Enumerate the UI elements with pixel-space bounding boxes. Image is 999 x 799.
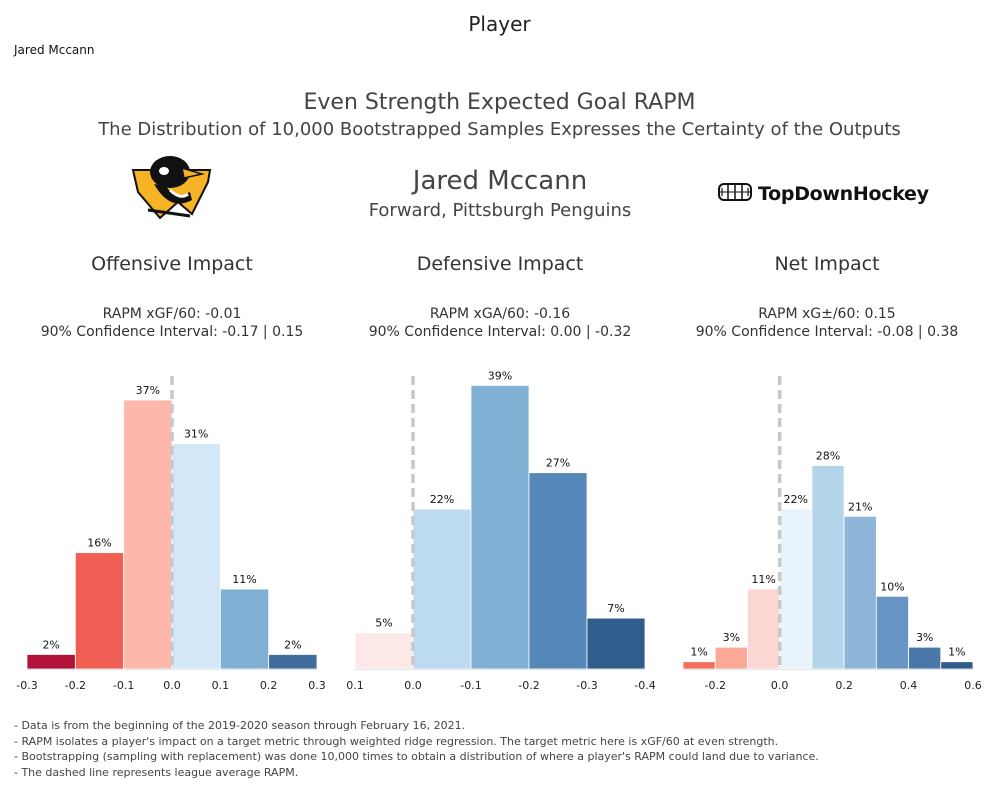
histogram-bar [354,632,414,670]
x-tick-label: 0.2 [260,679,278,692]
chart-main-title: Even Strength Expected Goal RAPM [303,90,696,115]
bar-value-label: 11% [232,573,256,586]
histogram-bar [470,385,530,670]
chart-subtitle: The Distribution of 10,000 Bootstrapped … [98,119,901,140]
bar-value-label: 27% [546,457,570,470]
x-tick-label: 0.3 [308,679,326,692]
histogram-bar [843,515,877,670]
bar-value-label: 31% [184,428,208,441]
bar-value-label: 5% [375,617,392,630]
bar-value-label: 1% [948,646,965,659]
footnote: - RAPM isolates a player's impact on a t… [14,734,779,748]
x-tick-label: 0.0 [771,679,789,692]
histogram-bar [714,646,748,670]
bar-value-label: 21% [848,500,872,513]
histogram-bar [171,443,221,670]
histogram-bar [219,588,270,670]
x-tick-label: -0.2 [518,679,539,692]
player-role: Forward, Pittsburgh Penguins [368,200,632,221]
footnote: - The dashed line represents league aver… [14,765,299,779]
topdownhockey-brand: TopDownHockey [718,183,929,205]
bar-value-label: 22% [784,493,808,506]
bar-value-label: 10% [880,580,904,593]
x-tick-label: 0.0 [404,679,422,692]
x-tick-label: 0.6 [964,679,982,692]
bar-value-label: 7% [607,602,624,615]
bar-value-label: 39% [488,369,512,382]
panel-ci-offense: 90% Confidence Interval: -0.17 | 0.15 [40,324,304,340]
player-name: Jared Mccann [412,166,588,196]
footnotes: - Data is from the beginning of the 2019… [14,718,819,780]
panel-ci-net: 90% Confidence Interval: -0.08 | 0.38 [695,324,959,340]
panel-ci-defense: 90% Confidence Interval: 0.00 | -0.32 [368,324,632,340]
bar-value-label: 2% [42,638,59,651]
x-tick-label: -0.2 [704,679,725,692]
rink-icon [718,183,752,205]
histogram-bar [682,661,716,670]
footnote: - Data is from the beginning of the 2019… [14,719,466,732]
bar-value-label: 11% [751,573,775,586]
bar-value-label: 37% [136,384,160,397]
bar-value-label: 2% [284,638,301,651]
bar-value-label: 3% [916,631,933,644]
penguins-logo-icon [130,152,216,226]
histogram-bar [412,508,472,670]
x-tick-label: -0.4 [634,679,655,692]
histogram-bar [747,588,781,670]
histogram-bar [811,465,845,670]
panel-stat-defense: RAPM xGA/60: -0.16 [429,306,571,322]
x-tick-label: 0.1 [212,679,230,692]
histogram-bar [528,472,588,670]
x-tick-label: -0.1 [113,679,134,692]
x-tick-label: -0.1 [460,679,481,692]
page-title: Player [468,12,531,36]
histogram-bar [74,552,125,670]
bar-value-label: 16% [87,537,111,550]
bar-value-label: 22% [430,493,454,506]
x-tick-label: -0.3 [576,679,597,692]
histogram-bar [875,595,909,670]
bar-value-label: 1% [690,646,707,659]
histogram-bar [908,646,942,670]
histogram-bar [940,661,974,670]
bar-value-label: 3% [723,631,740,644]
histogram-bar [268,654,318,670]
x-tick-label: 0.2 [835,679,853,692]
x-tick-label: -0.2 [65,679,86,692]
panel-title-offense: Offensive Impact [91,253,253,275]
histogram-bar [123,399,173,670]
histogram-bar [779,508,813,670]
x-tick-label: -0.3 [16,679,37,692]
x-tick-label: 0.4 [900,679,918,692]
footnote: - Bootstrapping (sampling with replaceme… [14,750,819,763]
x-tick-label: 0.1 [346,679,364,692]
histogram-bar [26,654,76,670]
panel-stat-net: RAPM xG±/60: 0.15 [758,306,896,322]
panel-stat-offense: RAPM xGF/60: -0.01 [102,306,242,322]
bar-value-label: 28% [816,449,840,462]
histogram-bar [586,617,646,670]
x-tick-label: 0.0 [163,679,181,692]
player-select[interactable]: Jared Mccann [14,43,95,57]
brand-text: TopDownHockey [758,183,929,205]
panel-title-net: Net Impact [774,253,880,275]
panel-title-defense: Defensive Impact [416,253,584,275]
